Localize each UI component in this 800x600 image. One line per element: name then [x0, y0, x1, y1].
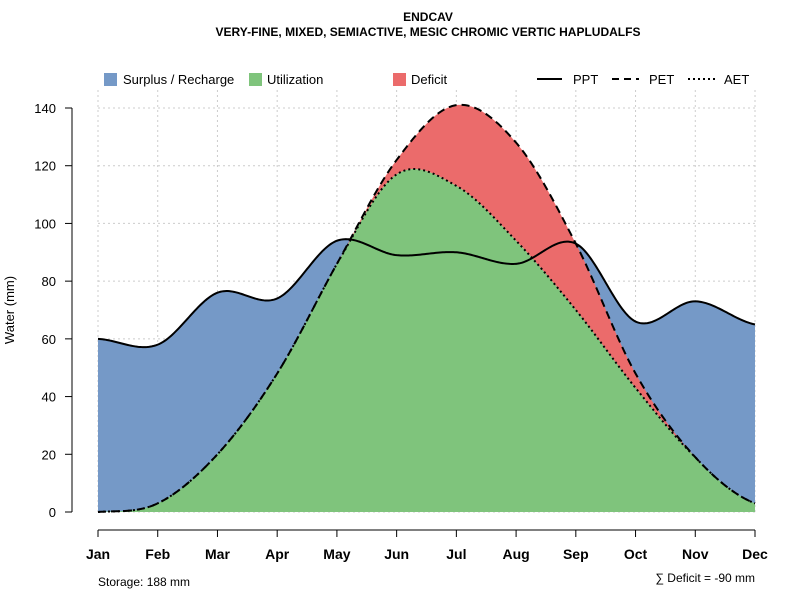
- legend: Surplus / Recharge Utilization Deficit P…: [104, 72, 749, 87]
- x-tick-label-apr: Apr: [265, 546, 290, 562]
- y-tick-label-60: 60: [42, 332, 56, 347]
- x-tick-label-jul: Jul: [446, 546, 466, 562]
- legend-label-utilization: Utilization: [267, 72, 323, 87]
- legend-label-pet: PET: [649, 72, 674, 87]
- x-tick-label-jun: Jun: [384, 546, 409, 562]
- series-line-pet: [97, 103, 756, 513]
- area-layer: [98, 104, 755, 513]
- y-tick-label-140: 140: [34, 101, 56, 116]
- deficit-annotation: ∑ Deficit = -90 mm: [655, 571, 755, 585]
- legend-label-ppt: PPT: [573, 72, 598, 87]
- chart-subtitle: VERY-FINE, MIXED, SEMIACTIVE, MESIC CHRO…: [216, 25, 641, 39]
- x-tick-label-feb: Feb: [145, 546, 170, 562]
- y-tick-label-100: 100: [34, 216, 56, 231]
- storage-annotation: Storage: 188 mm: [98, 575, 190, 589]
- x-tick-label-may: May: [323, 546, 350, 562]
- y-tick-label-40: 40: [42, 390, 56, 405]
- chart-title: ENDCAV: [403, 10, 453, 24]
- x-tick-label-jan: Jan: [86, 546, 110, 562]
- y-tick-label-80: 80: [42, 274, 56, 289]
- x-tick-label-oct: Oct: [624, 546, 648, 562]
- area-utilization: [98, 169, 755, 512]
- axes: 0 20 40 60 80 100 120 140 Jan Feb Mar Apr May Jun Jul A…: [34, 101, 768, 562]
- legend-swatch-utilization: [249, 73, 262, 86]
- x-tick-label-sep: Sep: [563, 546, 589, 562]
- y-tick-label-20: 20: [42, 447, 56, 462]
- y-tick-label-0: 0: [49, 505, 56, 520]
- legend-label-deficit: Deficit: [411, 72, 448, 87]
- x-tick-label-aug: Aug: [502, 546, 529, 562]
- legend-swatch-deficit: [393, 73, 406, 86]
- legend-swatch-surplus: [104, 73, 117, 86]
- y-tick-label-120: 120: [34, 159, 56, 174]
- x-tick-label-nov: Nov: [682, 546, 709, 562]
- x-tick-label-dec: Dec: [742, 546, 768, 562]
- line-layer: [97, 103, 756, 513]
- legend-label-aet: AET: [724, 72, 749, 87]
- series-line-ppt: [97, 238, 756, 349]
- legend-label-surplus: Surplus / Recharge: [123, 72, 234, 87]
- y-axis-label: Water (mm): [2, 276, 17, 344]
- x-tick-label-mar: Mar: [205, 546, 230, 562]
